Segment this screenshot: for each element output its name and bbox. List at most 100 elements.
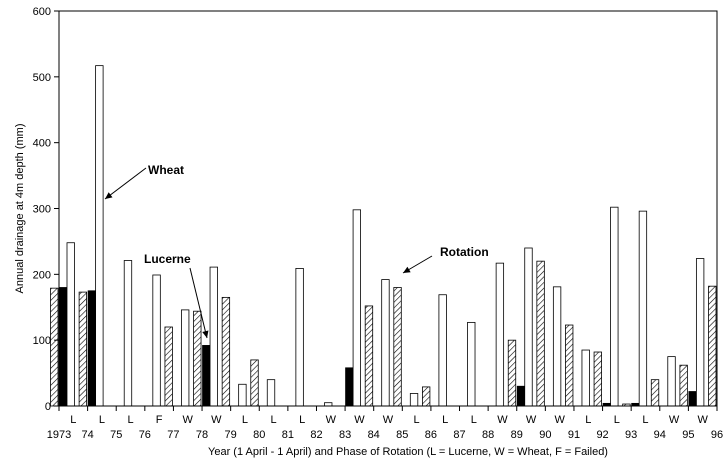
x-tick-label: 78 <box>196 429 208 441</box>
x-tick-label: 87 <box>453 429 465 441</box>
x-tick-label: 81 <box>282 429 294 441</box>
phase-label: W <box>383 414 394 426</box>
x-tick-label: 80 <box>253 429 265 441</box>
phase-label: W <box>554 414 565 426</box>
wheat-bar <box>495 262 505 407</box>
x-tick-label: 91 <box>568 429 580 441</box>
y-tick-label: 500 <box>33 72 51 84</box>
annotation-label: Wheat <box>148 163 184 177</box>
lucerne-bar <box>688 391 697 407</box>
annotation-arrow-line <box>189 267 208 339</box>
x-tick-label: 1973 <box>47 429 71 441</box>
phase-label: L <box>471 414 477 426</box>
rotation-bar <box>393 287 402 407</box>
x-tick-label: 84 <box>368 429 380 441</box>
wheat-bar <box>381 279 390 407</box>
phase-label: L <box>299 414 305 426</box>
x-tick-label: 93 <box>625 429 637 441</box>
x-tick-label: 79 <box>225 429 237 441</box>
wheat-bar <box>581 349 590 407</box>
wheat-bar <box>610 206 619 407</box>
lucerne-bar <box>87 290 97 407</box>
phase-label: W <box>698 414 709 426</box>
x-tick-label: 83 <box>339 429 351 441</box>
phase-label: W <box>497 414 508 426</box>
annotation-arrowhead <box>105 192 113 199</box>
x-tick-label: 92 <box>596 429 608 441</box>
x-tick-label: 90 <box>539 429 551 441</box>
rotation-bar <box>507 339 517 407</box>
lucerne-bar <box>516 385 526 407</box>
lucerne-bar <box>345 367 354 407</box>
wheat-bar <box>209 266 218 407</box>
phase-label: L <box>442 414 448 426</box>
wheat-bar <box>638 210 648 407</box>
phase-label: W <box>526 414 537 426</box>
y-tick-label: 0 <box>45 401 51 413</box>
phase-label: L <box>614 414 620 426</box>
phase-label: L <box>271 414 277 426</box>
y-tick-label: 200 <box>33 269 51 281</box>
rotation-bar <box>708 285 717 407</box>
rotation-bar <box>250 359 259 407</box>
rotation-bar <box>221 296 231 407</box>
rotation-bar <box>164 326 173 407</box>
y-tick-label: 600 <box>33 6 51 18</box>
rotation-bar <box>422 386 431 407</box>
x-tick-label: 94 <box>654 429 666 441</box>
wheat-bar <box>695 258 705 407</box>
x-tick-label: 96 <box>711 429 723 441</box>
y-tick-label: 100 <box>33 335 51 347</box>
wheat-bar <box>295 268 304 407</box>
wheat-bar <box>181 309 190 407</box>
y-tick-label: 300 <box>33 204 51 216</box>
lucerne-bar <box>59 287 68 407</box>
x-tick-label: 89 <box>511 429 523 441</box>
annotation-arrowhead <box>403 266 411 273</box>
phase-label: W <box>669 414 680 426</box>
phase-label: L <box>642 414 648 426</box>
phase-label: W <box>183 414 194 426</box>
phase-label: L <box>585 414 591 426</box>
wheat-bar <box>552 286 562 407</box>
wheat-bar <box>352 209 361 407</box>
lucerne-bar <box>202 345 211 407</box>
rotation-bar <box>565 324 574 407</box>
phase-label: W <box>211 414 222 426</box>
rotation-bar <box>193 310 202 407</box>
wheat-bar <box>524 247 533 407</box>
rotation-bar <box>50 287 59 407</box>
y-tick-label: 400 <box>33 138 51 150</box>
wheat-bar <box>266 379 276 407</box>
y-axis-title: Annual drainage at 4m depth (mm) <box>14 124 26 294</box>
x-tick-label: 95 <box>682 429 694 441</box>
x-tick-label: 74 <box>81 429 93 441</box>
rotation-bar <box>679 364 688 407</box>
bars-layer <box>50 65 717 407</box>
phase-label: W <box>326 414 337 426</box>
x-tick-label: 82 <box>310 429 322 441</box>
rotation-bar <box>78 291 88 407</box>
rotation-bar <box>536 260 545 407</box>
annotation-layer: Wheat Lucerne Rotation <box>104 163 489 339</box>
phase-label: W <box>354 414 365 426</box>
wheat-bar <box>238 383 247 407</box>
x-tick-label: 85 <box>396 429 408 441</box>
x-axis-title: Year (1 April - 1 April) and Phase of Ro… <box>208 446 608 458</box>
wheat-bar <box>667 356 676 407</box>
wheat-bar <box>467 321 476 407</box>
wheat-bar <box>438 294 447 407</box>
phase-label: L <box>414 414 420 426</box>
wheat-bar <box>123 260 133 407</box>
phase-label: F <box>156 414 163 426</box>
x-tick-label: 75 <box>110 429 122 441</box>
phase-label: L <box>127 414 133 426</box>
annotation-label: Lucerne <box>144 252 191 266</box>
x-tick-label: 86 <box>425 429 437 441</box>
phase-label: L <box>99 414 105 426</box>
annotation-arrow-line <box>104 167 147 200</box>
wheat-bar <box>66 242 75 407</box>
x-tick-label: 76 <box>139 429 151 441</box>
x-tick-label: 77 <box>167 429 179 441</box>
